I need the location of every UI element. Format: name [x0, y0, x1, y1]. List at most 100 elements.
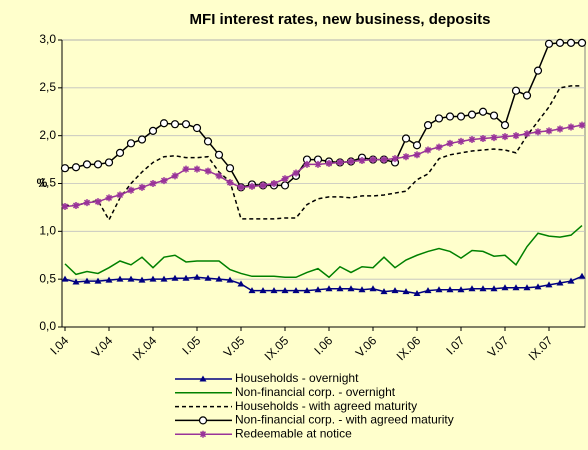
point: [83, 199, 91, 207]
point: [544, 39, 554, 48]
y-tick-label: 2,5: [39, 80, 56, 94]
point: [468, 135, 476, 143]
point: [248, 182, 256, 190]
point: [522, 91, 532, 100]
point: [391, 287, 399, 294]
point: [358, 157, 366, 165]
point: [61, 202, 69, 210]
point: [116, 191, 124, 199]
point: [577, 38, 587, 47]
point: [347, 157, 355, 165]
point: [82, 160, 92, 169]
point: [512, 284, 520, 291]
point: [71, 163, 81, 172]
point: [534, 283, 542, 290]
point: [193, 273, 201, 280]
point: [369, 285, 377, 292]
point: [523, 284, 531, 291]
point: [391, 155, 399, 163]
point: [501, 133, 509, 141]
point: [413, 151, 421, 159]
point: [446, 286, 454, 293]
point: [83, 277, 91, 284]
point: [137, 135, 147, 144]
point: [127, 186, 135, 194]
legend-label: Non-financial corp. - overnight: [235, 385, 396, 399]
series-line: [65, 85, 582, 222]
point: [424, 146, 432, 154]
y-tick-label: 0,5: [39, 271, 56, 285]
point: [170, 120, 180, 129]
point: [566, 38, 576, 47]
point: [489, 111, 499, 120]
point: [578, 121, 586, 129]
point: [358, 286, 366, 293]
point: [423, 121, 433, 130]
point: [534, 128, 542, 136]
point: [149, 275, 157, 282]
point: [457, 137, 465, 145]
point: [292, 169, 300, 177]
point: [567, 277, 575, 284]
point: [457, 286, 465, 293]
series-line: [64, 225, 583, 279]
point: [380, 156, 388, 164]
point: [138, 183, 146, 191]
point: [567, 123, 575, 131]
point: [434, 114, 444, 123]
point: [159, 119, 169, 128]
point: [545, 281, 553, 288]
point: [303, 160, 311, 168]
point: [501, 284, 509, 291]
point: [215, 275, 223, 282]
point: [171, 172, 179, 180]
point: [248, 287, 256, 294]
point: [380, 288, 388, 295]
point: [314, 160, 322, 168]
point: [347, 285, 355, 292]
point: [314, 286, 322, 293]
point: [126, 139, 136, 148]
point: [72, 278, 80, 285]
point: [325, 285, 333, 292]
point: [280, 181, 290, 190]
y-tick-label: 2,0: [39, 128, 56, 142]
point: [523, 130, 531, 138]
point: [281, 287, 289, 294]
point: [193, 165, 201, 173]
point: [115, 148, 125, 157]
point: [456, 112, 466, 121]
point: [160, 177, 168, 185]
point: [533, 66, 543, 75]
point: [148, 126, 158, 135]
point: [171, 274, 179, 281]
point: [413, 290, 421, 297]
legend-label: Redeemable at notice: [235, 426, 352, 440]
point: [479, 135, 487, 143]
point: [303, 287, 311, 294]
legend-marker: [198, 416, 208, 425]
point: [94, 277, 102, 284]
point: [490, 134, 498, 142]
point: [478, 107, 488, 116]
chart-title: MFI interest rates, new business, deposi…: [190, 11, 491, 28]
point: [500, 121, 510, 130]
point: [402, 288, 410, 295]
point: [72, 202, 80, 210]
point: [93, 160, 103, 169]
point: [511, 86, 521, 95]
point: [270, 287, 278, 294]
point: [555, 38, 565, 47]
point: [214, 150, 224, 159]
point: [127, 275, 135, 282]
point: [479, 285, 487, 292]
point: [512, 132, 520, 140]
point: [192, 123, 202, 133]
point: [237, 183, 245, 191]
point: [116, 275, 124, 282]
legend-marker: [199, 430, 207, 438]
point: [225, 164, 235, 173]
point: [467, 110, 477, 119]
y-axis-label: %: [37, 176, 48, 190]
